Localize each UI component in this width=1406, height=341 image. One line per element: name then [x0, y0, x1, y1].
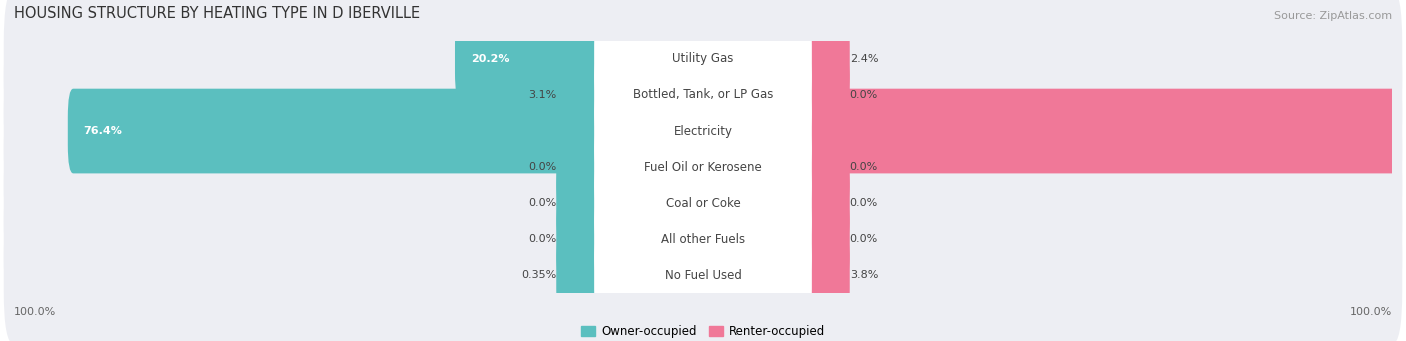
- Text: 0.0%: 0.0%: [529, 198, 557, 208]
- FancyBboxPatch shape: [801, 161, 849, 246]
- FancyBboxPatch shape: [801, 89, 1406, 174]
- FancyBboxPatch shape: [557, 197, 605, 282]
- FancyBboxPatch shape: [4, 26, 1402, 164]
- FancyBboxPatch shape: [4, 62, 1402, 200]
- FancyBboxPatch shape: [595, 197, 811, 282]
- FancyBboxPatch shape: [4, 98, 1402, 236]
- Text: 0.0%: 0.0%: [849, 198, 877, 208]
- FancyBboxPatch shape: [595, 233, 811, 317]
- Text: Bottled, Tank, or LP Gas: Bottled, Tank, or LP Gas: [633, 89, 773, 102]
- FancyBboxPatch shape: [557, 233, 605, 317]
- FancyBboxPatch shape: [595, 53, 811, 137]
- FancyBboxPatch shape: [4, 0, 1402, 128]
- Text: Source: ZipAtlas.com: Source: ZipAtlas.com: [1274, 11, 1392, 21]
- Text: 93.9%: 93.9%: [1405, 126, 1406, 136]
- FancyBboxPatch shape: [801, 125, 849, 209]
- Text: 0.0%: 0.0%: [849, 90, 877, 100]
- FancyBboxPatch shape: [595, 17, 811, 101]
- FancyBboxPatch shape: [67, 89, 605, 174]
- Text: All other Fuels: All other Fuels: [661, 233, 745, 246]
- FancyBboxPatch shape: [595, 161, 811, 246]
- FancyBboxPatch shape: [4, 206, 1402, 341]
- FancyBboxPatch shape: [4, 170, 1402, 308]
- Text: 76.4%: 76.4%: [83, 126, 122, 136]
- Legend: Owner-occupied, Renter-occupied: Owner-occupied, Renter-occupied: [576, 321, 830, 341]
- Text: 0.0%: 0.0%: [849, 234, 877, 244]
- FancyBboxPatch shape: [456, 17, 605, 101]
- Text: 0.0%: 0.0%: [849, 162, 877, 172]
- FancyBboxPatch shape: [557, 125, 605, 209]
- FancyBboxPatch shape: [595, 89, 811, 174]
- Text: 0.0%: 0.0%: [529, 162, 557, 172]
- Text: Fuel Oil or Kerosene: Fuel Oil or Kerosene: [644, 161, 762, 174]
- FancyBboxPatch shape: [557, 161, 605, 246]
- Text: 3.1%: 3.1%: [529, 90, 557, 100]
- FancyBboxPatch shape: [801, 197, 849, 282]
- FancyBboxPatch shape: [595, 125, 811, 209]
- FancyBboxPatch shape: [801, 53, 849, 137]
- FancyBboxPatch shape: [4, 134, 1402, 272]
- Text: 2.4%: 2.4%: [849, 54, 879, 64]
- Text: 0.0%: 0.0%: [529, 234, 557, 244]
- FancyBboxPatch shape: [801, 17, 849, 101]
- FancyBboxPatch shape: [557, 53, 605, 137]
- Text: No Fuel Used: No Fuel Used: [665, 269, 741, 282]
- Text: 0.35%: 0.35%: [522, 270, 557, 280]
- Text: 100.0%: 100.0%: [14, 307, 56, 317]
- Text: Coal or Coke: Coal or Coke: [665, 197, 741, 210]
- Text: Utility Gas: Utility Gas: [672, 53, 734, 65]
- Text: 100.0%: 100.0%: [1350, 307, 1392, 317]
- Text: HOUSING STRUCTURE BY HEATING TYPE IN D IBERVILLE: HOUSING STRUCTURE BY HEATING TYPE IN D I…: [14, 6, 420, 21]
- Text: 3.8%: 3.8%: [849, 270, 879, 280]
- Text: Electricity: Electricity: [673, 124, 733, 137]
- FancyBboxPatch shape: [801, 233, 849, 317]
- Text: 20.2%: 20.2%: [471, 54, 509, 64]
